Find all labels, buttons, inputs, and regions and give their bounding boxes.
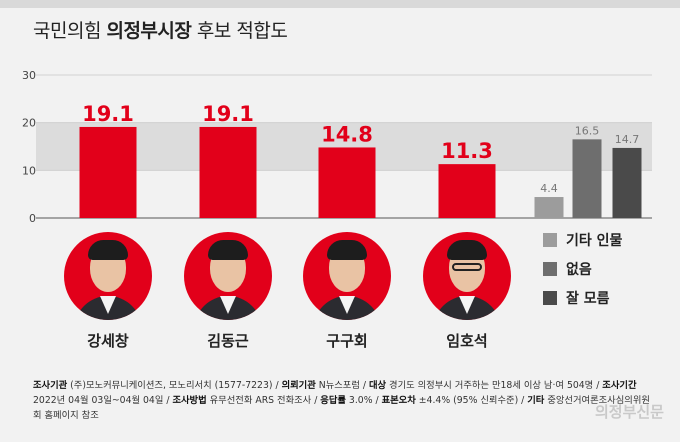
note-label: 조사방법: [172, 395, 207, 406]
notes-line-1: 조사기관 (주)모노커뮤니케이션즈, 모노리서치 (1577-7223) / 의…: [33, 378, 673, 393]
y-tick-label: 0: [29, 212, 36, 225]
brand-watermark: 의정부신문: [594, 403, 664, 421]
legend-swatch: [543, 262, 557, 276]
bar-value-label: 11.3: [441, 139, 493, 163]
notes-line-3: 회 홈페이지 참조: [33, 410, 99, 421]
other-value-label: 16.5: [575, 124, 600, 137]
photo-hair: [208, 240, 248, 260]
bar-value-label: 14.8: [321, 122, 373, 146]
legend-swatch: [543, 233, 557, 247]
candidate-card: 임호석: [419, 232, 515, 351]
note-label: 기타: [527, 395, 545, 406]
bar-chart: 0 10 20 30 19.1 19.1 14.8 11.3 4.4 16.5 14.7: [22, 69, 652, 225]
bar-value-label: 19.1: [202, 102, 254, 126]
bar-value-label: 19.1: [82, 102, 134, 126]
candidate-name: 임호석: [446, 332, 488, 350]
candidate-card: 강세창: [60, 232, 156, 351]
note-label: 대상: [368, 380, 387, 391]
legend-swatch: [543, 291, 557, 305]
note-text: N뉴스포럼 /: [315, 380, 369, 391]
note-text: (주)모노커뮤니케이션즈, 모노리서치 (1577-7223) /: [67, 380, 282, 391]
title-suffix: 후보 적합도: [191, 20, 288, 42]
candidate-card: 김동근: [180, 232, 276, 351]
photo-hair: [447, 240, 487, 260]
bar-4: [438, 164, 496, 218]
note-label: 의뢰기관: [281, 380, 316, 391]
candidate-name: 구구회: [326, 332, 368, 350]
title-strong: 의정부시장: [106, 20, 192, 42]
candidate-photo: [64, 232, 152, 320]
other-bar-1: [534, 197, 564, 218]
survey-notes: 조사기관 (주)모노커뮤니케이션즈, 모노리서치 (1577-7223) / 의…: [33, 378, 673, 423]
notes-line-2: 2022년 04월 03일~04월 04일 / 조사방법 유무선전화 ARS 전…: [33, 393, 673, 408]
y-tick-label: 20: [22, 117, 36, 130]
top-bar: [0, 0, 680, 8]
legend-label: 기타 인물: [566, 233, 623, 249]
chart-title: 국민의힘 의정부시장 후보 적합도: [33, 16, 288, 43]
bar-1: [79, 126, 137, 218]
note-text: 유무선전화 ARS 전화조사 /: [206, 395, 321, 406]
photo-hair: [327, 240, 367, 260]
bar-2: [199, 126, 257, 218]
other-bar-2: [572, 139, 602, 218]
legend-item: 기타 인물: [543, 228, 622, 252]
note-label: 응답률: [320, 395, 346, 406]
legend-label: 없음: [566, 262, 592, 278]
y-tick-label: 30: [22, 69, 36, 82]
candidate-name: 김동근: [207, 332, 249, 350]
note-label: 조사기간: [602, 380, 637, 391]
note-text: 3.0% /: [345, 395, 382, 406]
note-text: 중앙선거여론조사심의위원: [544, 395, 650, 406]
note-text: ±4.4% (95% 신뢰수준) /: [415, 395, 528, 406]
note-text: 경기도 의정부시 거주하는 만18세 이상 남·여 504명 /: [386, 380, 603, 391]
note-text: 2022년 04월 03일~04월 04일 /: [33, 395, 173, 406]
candidate-photo: [303, 232, 391, 320]
glasses-shape: [452, 263, 482, 271]
legend-item: 잘 모름: [543, 286, 622, 310]
candidate-name: 강세창: [87, 332, 129, 350]
bar-3: [318, 147, 376, 218]
note-label: 조사기관: [33, 380, 68, 391]
other-value-label: 14.7: [615, 133, 640, 146]
title-prefix: 국민의힘: [33, 20, 107, 42]
legend-label: 잘 모름: [566, 291, 610, 307]
note-label: 표본오차: [381, 395, 416, 406]
y-tick-label: 10: [22, 164, 36, 177]
legend-item: 없음: [543, 257, 622, 281]
candidate-photo: [423, 232, 511, 320]
candidate-photo: [184, 232, 272, 320]
candidate-card: 구구회: [299, 232, 395, 351]
other-value-label: 4.4: [540, 182, 558, 195]
photo-hair: [88, 240, 128, 260]
other-bar-3: [612, 147, 642, 218]
